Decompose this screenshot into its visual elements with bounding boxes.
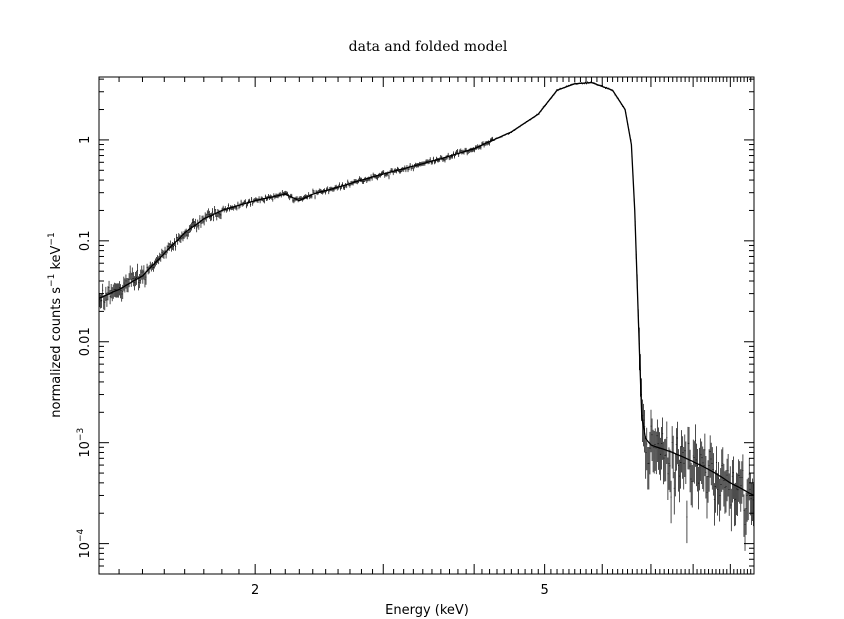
y-tick-label: 10−4 [76, 528, 93, 558]
data-points-layer [99, 81, 754, 551]
y-axis-ticks [99, 78, 754, 575]
x-tick-label: 5 [540, 583, 548, 598]
y-axis-label-main: normalized counts s [49, 287, 64, 418]
data-error-bars [99, 81, 754, 551]
folded-model-line [98, 81, 755, 497]
y-axis-tick-labels: 1 0.1 0.01 10−3 10−4 [76, 136, 93, 559]
y-axis-label-sup2: −1 [47, 232, 57, 245]
y-axis-label-sup1: −1 [47, 274, 57, 287]
y-tick-label: 0.1 [78, 230, 93, 251]
x-axis-label: Energy (keV) [385, 603, 469, 618]
y-axis-label: normalized counts s−1 keV−1 [47, 232, 64, 417]
y-tick-label: 10−3 [76, 428, 93, 458]
x-axis-ticks [118, 77, 755, 574]
y-axis-label-mid: keV [49, 245, 64, 273]
y-tick-label: 0.01 [78, 327, 93, 356]
y-tick-label: 1 [78, 136, 93, 144]
chart-title: data and folded model [349, 39, 508, 55]
plot-frame [98, 76, 755, 575]
x-tick-label: 2 [251, 583, 259, 598]
